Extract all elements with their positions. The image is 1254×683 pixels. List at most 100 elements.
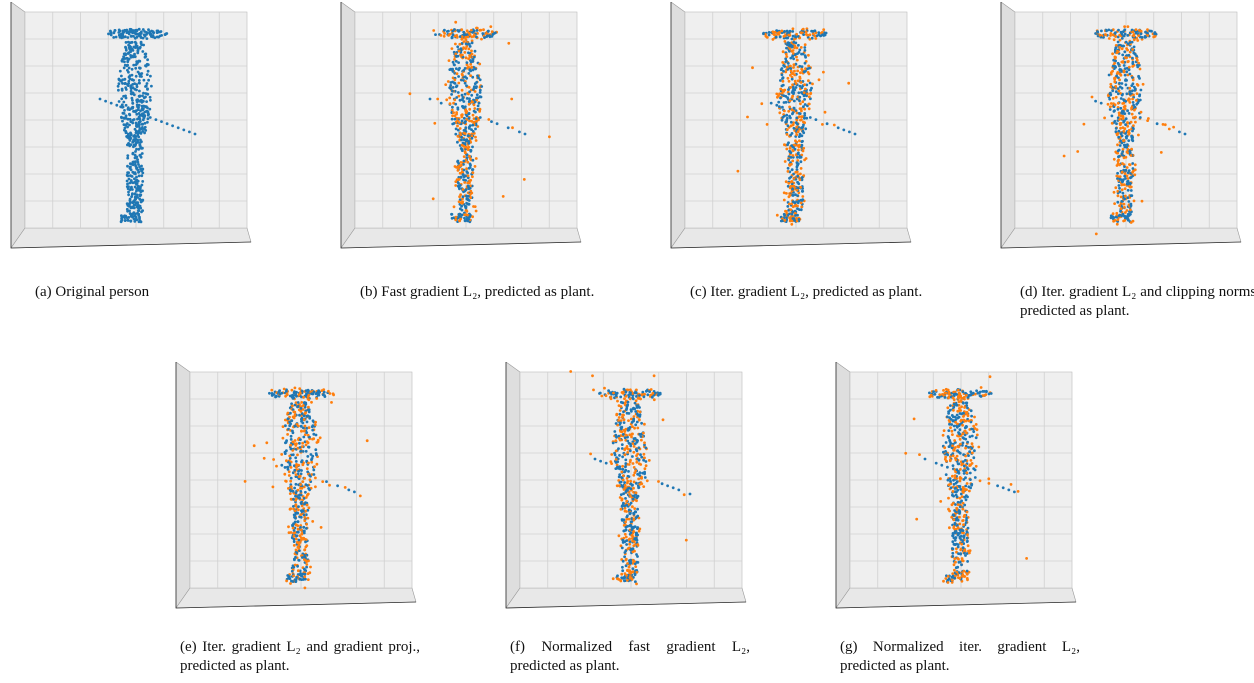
point [792,57,795,61]
point [311,424,315,428]
point [479,28,483,32]
point [1129,208,1132,212]
point [457,49,461,53]
point [475,93,479,97]
point [785,55,789,58]
point [458,184,462,187]
point [781,77,784,80]
point [618,484,621,488]
point [634,481,638,485]
point [466,174,470,178]
point [1126,109,1129,113]
point [612,391,615,395]
point [288,507,292,511]
point [787,181,791,185]
point [777,100,781,104]
point [798,48,802,52]
point [463,81,467,85]
point [490,30,494,34]
point [629,501,633,505]
point [964,484,968,488]
point [629,494,632,498]
point [472,103,476,107]
point [953,521,957,525]
point [140,75,143,78]
point [321,480,325,483]
point [304,509,308,513]
point [1108,92,1112,96]
point [790,168,794,172]
caption: (d) Iter. gradient L₂ and clipping norms… [1020,283,1254,321]
point [434,33,437,36]
point [803,114,807,117]
point [124,129,128,133]
point [287,531,291,534]
point [973,415,976,419]
point [630,528,634,531]
caption-text: Fast gradient L₂, predicted as plant. [381,284,595,300]
point [797,199,800,203]
point [464,138,468,142]
point [353,490,356,494]
point [631,547,634,551]
point [795,116,799,120]
caption-text: Original person [55,284,150,300]
point [788,105,791,109]
point [278,392,282,396]
point [961,546,965,550]
point [501,195,505,198]
point [807,95,811,99]
point [463,67,467,70]
point [507,41,511,45]
point [1016,490,1020,493]
point [149,74,152,78]
point [790,37,794,41]
point [126,164,129,168]
point [1131,116,1135,120]
point [981,390,985,393]
point [955,413,959,417]
point [785,65,789,69]
point [623,453,627,457]
point [126,218,130,222]
point [130,96,134,100]
point [1138,29,1141,32]
point [791,159,795,163]
point [308,571,312,575]
point [1131,76,1134,79]
point [136,47,140,50]
point [1119,126,1122,130]
point [799,118,802,122]
point [462,100,466,103]
point [967,419,971,423]
point [1118,78,1121,82]
point [294,498,297,502]
point [467,141,471,145]
point [299,438,302,441]
point [589,452,592,456]
point [791,200,795,204]
point [1120,183,1124,187]
point [952,406,956,409]
point [801,189,805,193]
point [302,395,305,399]
point [315,462,319,466]
point [797,115,801,119]
point [1099,101,1103,105]
point [132,63,136,67]
point-cloud-plot [340,2,582,249]
point [619,493,623,496]
point [309,453,313,456]
point [465,84,468,88]
point [460,72,464,76]
point [295,463,298,466]
point [792,66,795,69]
point [294,444,298,447]
point [825,122,829,126]
point [311,520,315,523]
point [623,436,627,440]
point [1076,150,1080,153]
point [961,390,965,394]
point [630,517,634,520]
point [139,190,143,194]
